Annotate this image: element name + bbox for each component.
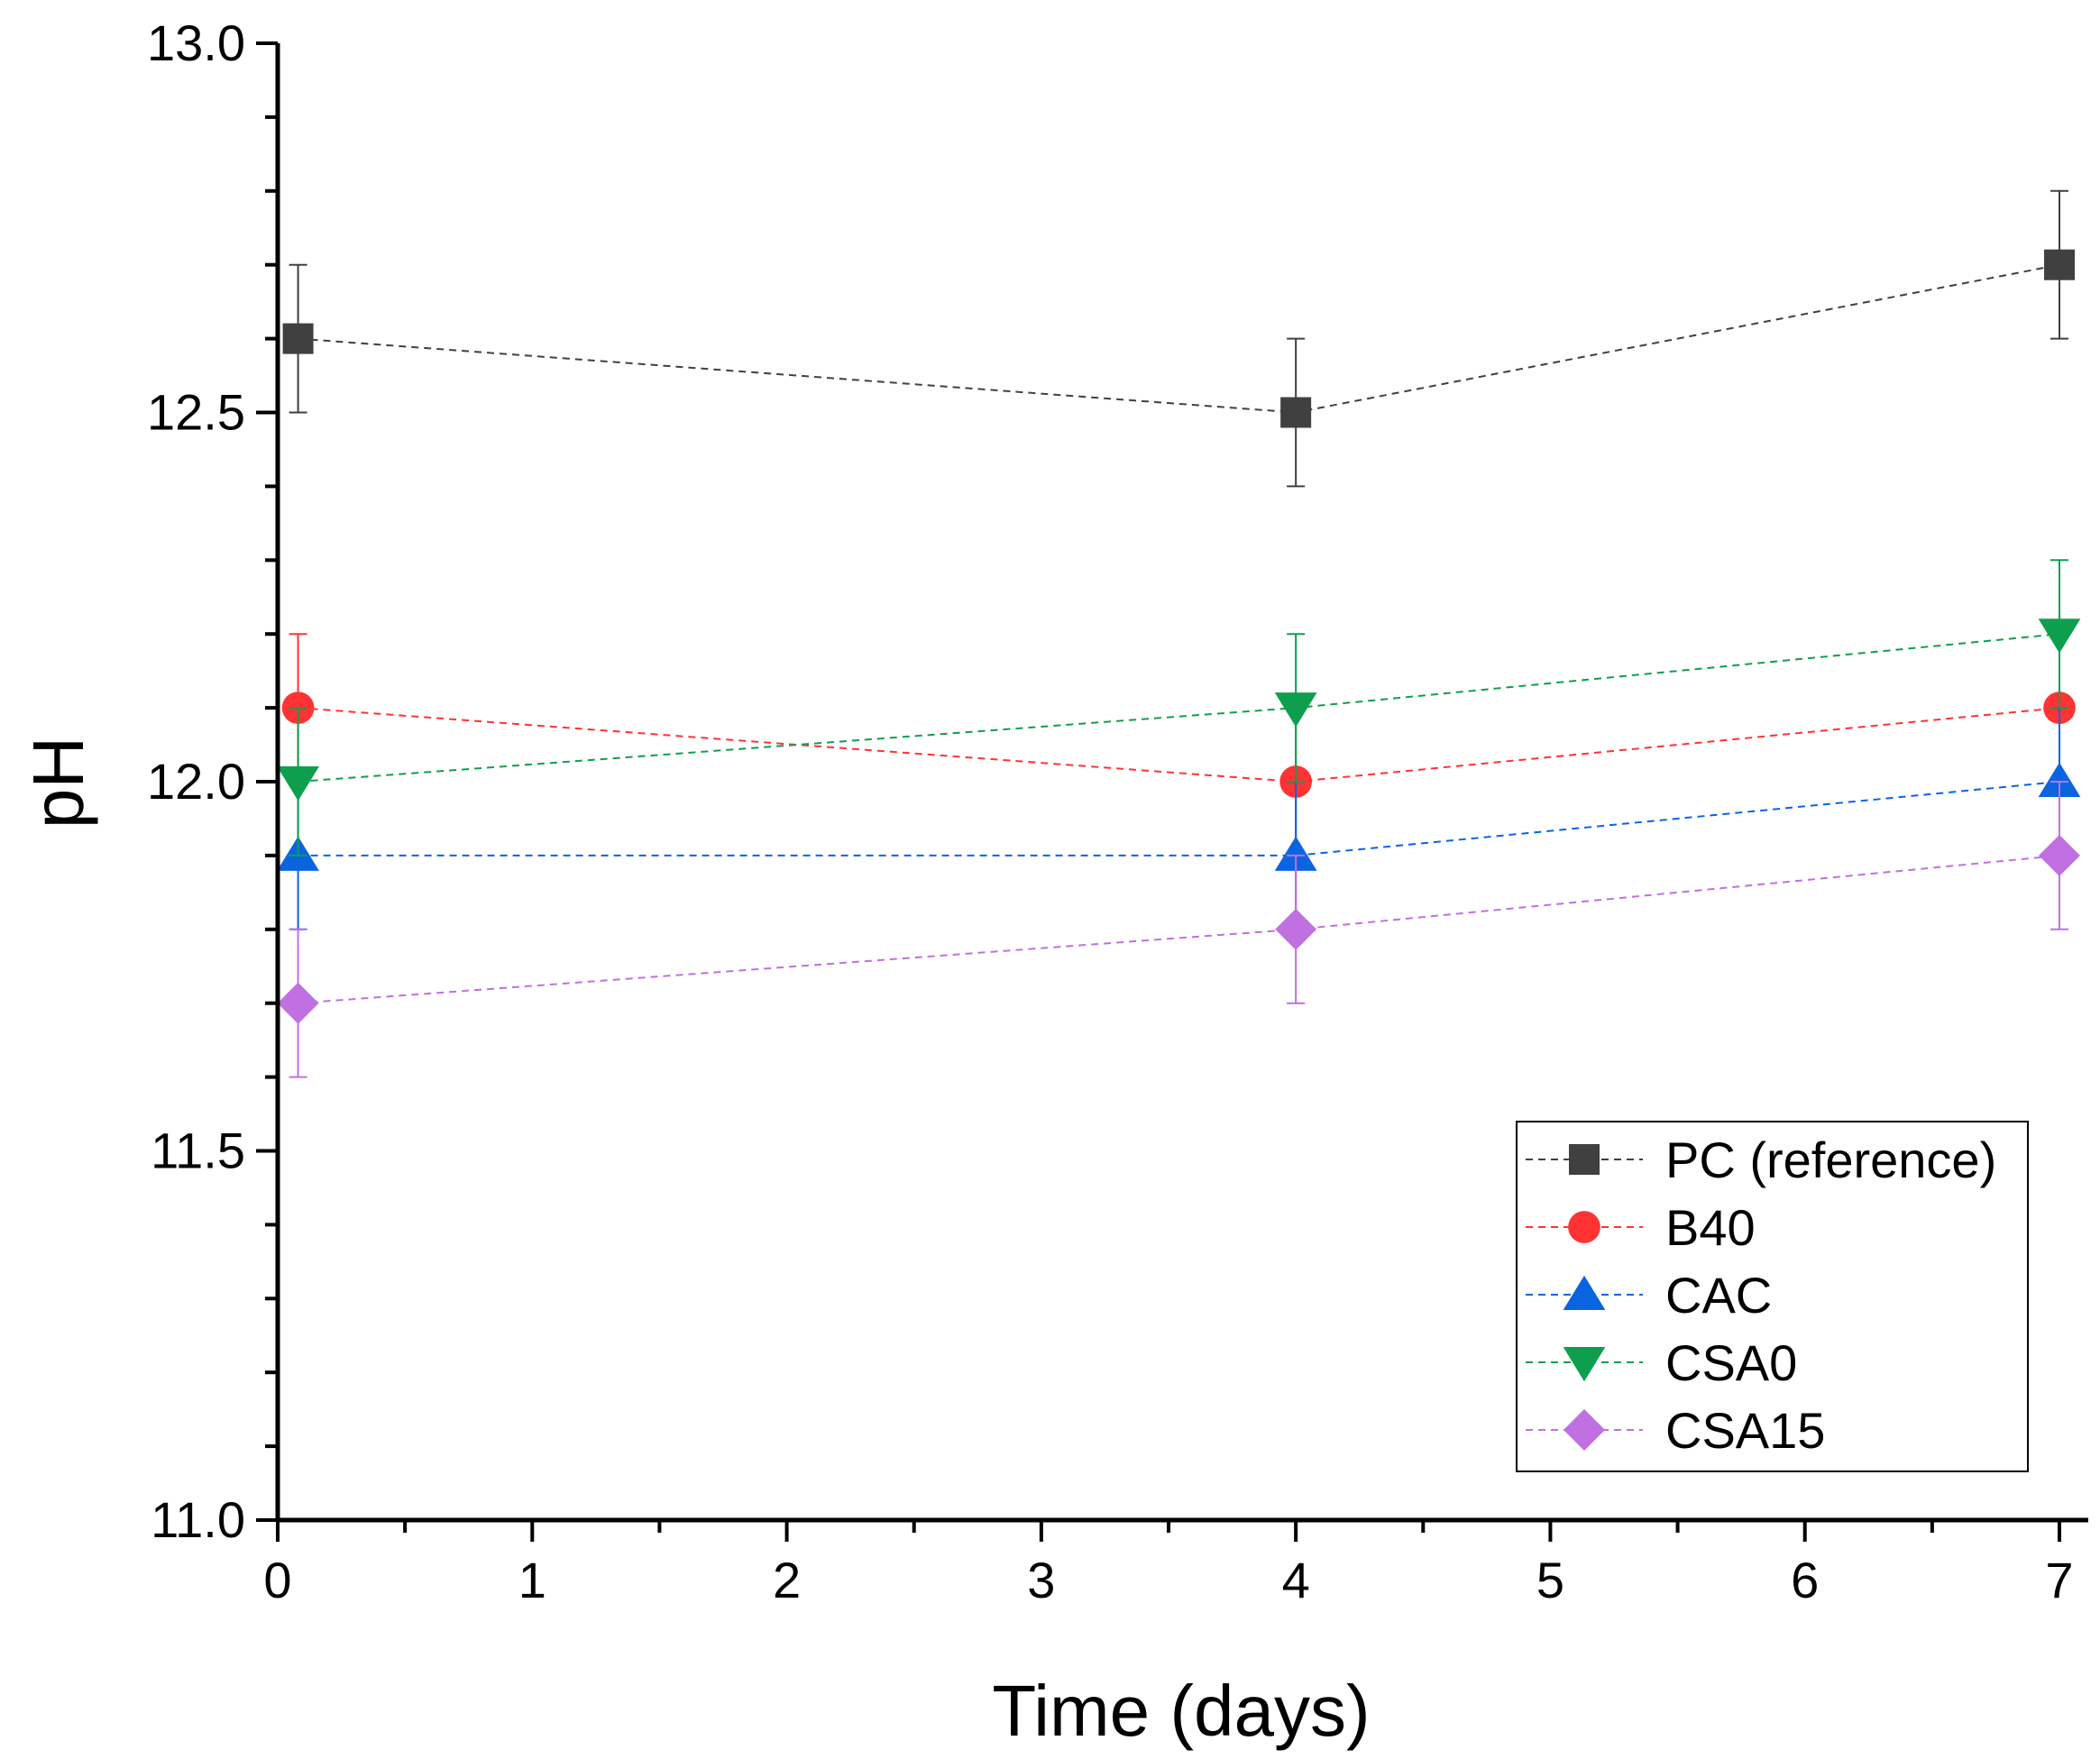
y-tick-label: 11.0	[151, 1491, 245, 1548]
series-line	[298, 781, 2060, 857]
y-tick-label: 11.5	[151, 1122, 245, 1179]
data-point	[1280, 397, 1312, 428]
series-csa15	[277, 781, 2080, 1078]
legend-item: CAC	[1526, 1267, 1772, 1324]
series-line	[298, 854, 2060, 1004]
data-point	[2039, 834, 2080, 876]
data-point	[2044, 249, 2075, 280]
data-point	[277, 766, 319, 802]
x-tick-label: 2	[773, 1552, 801, 1608]
series-pc-reference	[282, 189, 2075, 488]
legend-item: CSA15	[1526, 1402, 1825, 1459]
legend-marker	[1563, 1275, 1606, 1310]
data-point	[1275, 908, 1317, 950]
legend-marker	[1563, 1347, 1606, 1382]
x-tick-label: 6	[1791, 1552, 1819, 1608]
legend-marker	[1564, 1409, 1605, 1451]
legend-marker	[1568, 1211, 1600, 1243]
x-axis-title: Time (days)	[992, 1671, 1370, 1751]
legend-label: CSA15	[1665, 1402, 1825, 1459]
legend-label: PC (reference)	[1665, 1131, 1996, 1188]
legend-box	[1516, 1121, 2029, 1472]
series-line	[298, 633, 2060, 783]
legend-label: CAC	[1665, 1267, 1772, 1324]
series-line	[298, 263, 2060, 414]
y-tick-label: 13.0	[147, 14, 245, 71]
x-tick-label: 3	[1027, 1552, 1055, 1608]
data-point	[2038, 762, 2081, 797]
legend: PC (reference) B40 CAC CSA0 CSA15	[1516, 1121, 2029, 1472]
legend-item: PC (reference)	[1526, 1131, 1996, 1188]
legend-marker	[1569, 1144, 1600, 1175]
series-b40	[281, 633, 2076, 857]
axes-layer: 11.0 11.5 12.0 12.5 13.0 0 1 2 3 4 5 6 7	[147, 14, 2088, 1608]
series-cac	[277, 707, 2081, 930]
data-point	[282, 323, 314, 354]
series-line	[298, 707, 2060, 783]
x-tick-label: 5	[1536, 1552, 1564, 1608]
legend-item: CSA0	[1526, 1334, 1797, 1391]
series-layer	[277, 189, 2081, 1078]
y-axis-title: pH	[18, 737, 98, 829]
series-csa0	[277, 559, 2081, 857]
data-point	[1274, 836, 1317, 871]
legend-label: B40	[1665, 1199, 1756, 1256]
y-tick-label: 12.5	[147, 384, 245, 441]
x-tick-label: 7	[2045, 1552, 2073, 1608]
legend-item: B40	[1526, 1199, 1756, 1256]
x-tick-label: 4	[1282, 1552, 1310, 1608]
data-point	[2038, 618, 2081, 654]
data-point	[277, 982, 319, 1024]
legend-label: CSA0	[1665, 1334, 1797, 1391]
x-tick-label: 0	[263, 1552, 291, 1608]
data-point	[1274, 692, 1317, 728]
x-tick-label: 1	[518, 1552, 546, 1608]
y-tick-label: 12.0	[147, 753, 245, 810]
